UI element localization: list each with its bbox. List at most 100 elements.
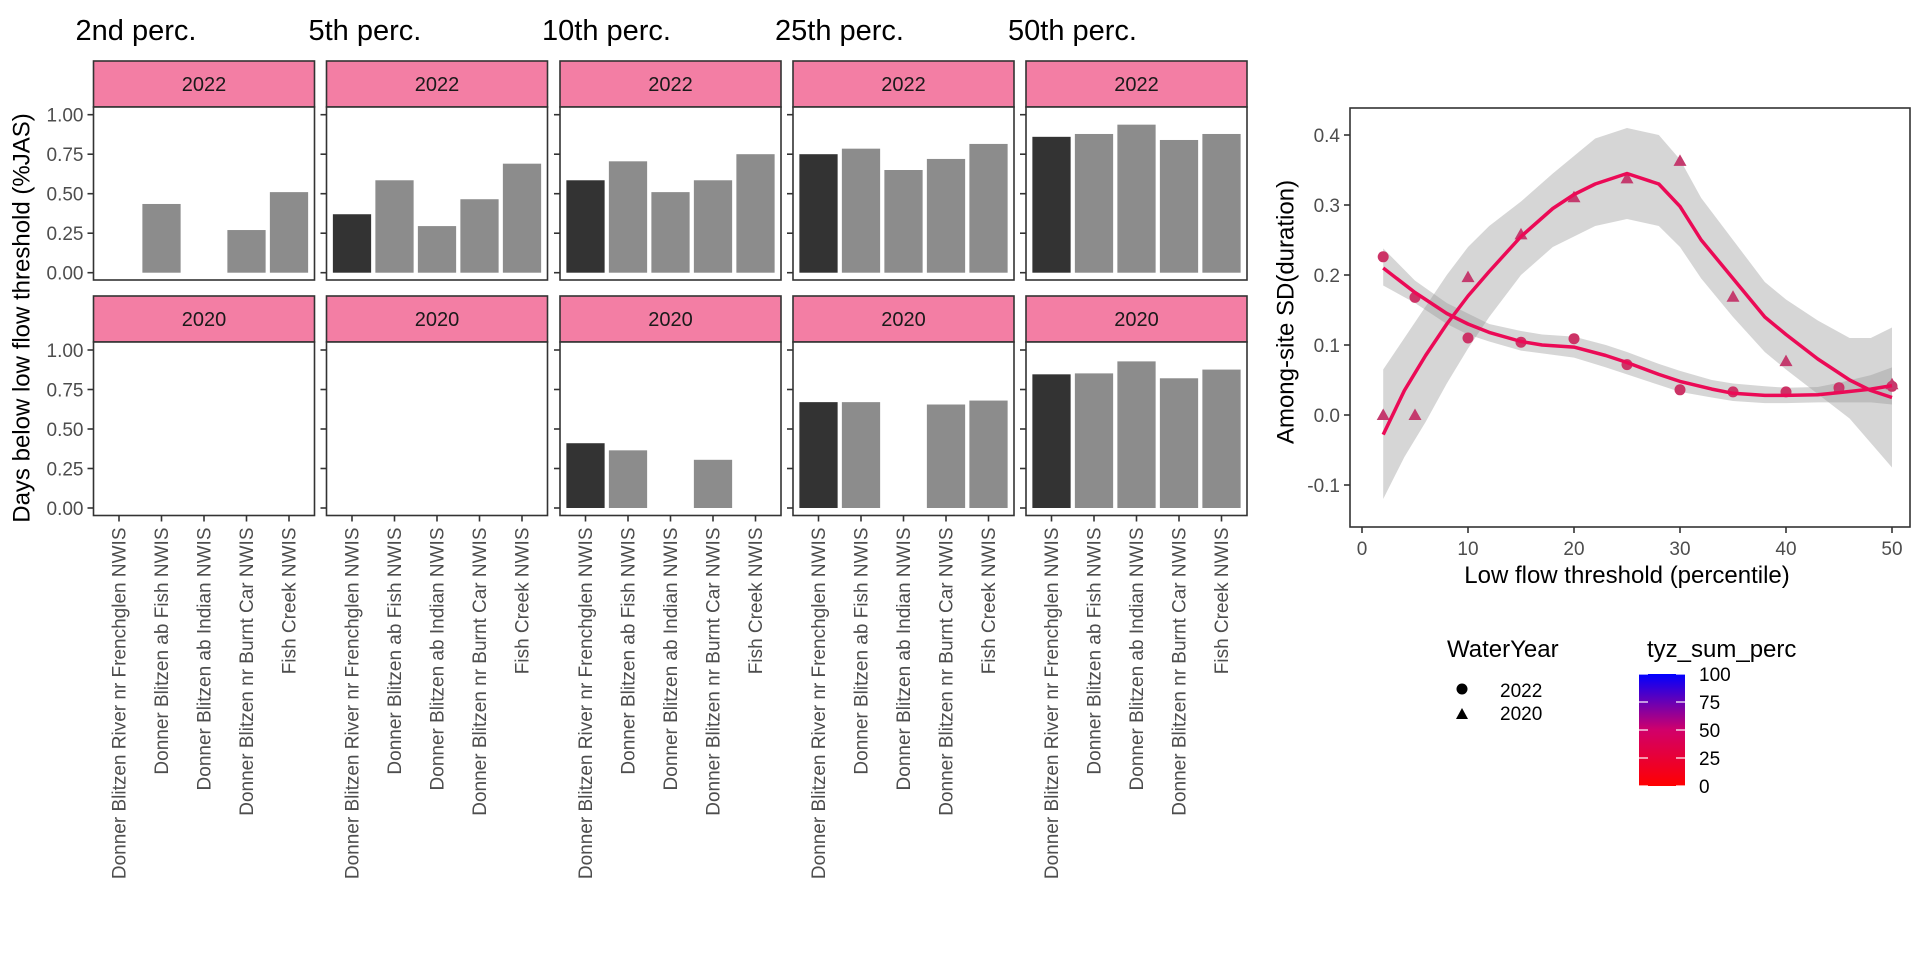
- bar: [460, 199, 499, 273]
- y-tick-label: 0.1: [1314, 336, 1340, 357]
- x-tick-label: Donner Blitzen ab Fish NWIS: [1085, 528, 1106, 775]
- facet-strip-label: 2020: [182, 309, 227, 331]
- data-point-circle: [1377, 251, 1389, 263]
- data-point-triangle: [1514, 227, 1528, 240]
- bar: [1032, 136, 1071, 273]
- x-tick-label: 30: [1669, 539, 1690, 560]
- faceted-bar-chart: 2nd perc. 2022 0.00 0.25 0.50 0.75 1.00 2020 0.0…: [47, 15, 1248, 880]
- bar: [1159, 139, 1199, 273]
- scatter-y-axis-label: Among-site SD(duration): [1273, 180, 1300, 444]
- facet-title: 10th perc.: [542, 15, 671, 47]
- facet-strip-label: 2020: [415, 309, 460, 331]
- facet-strip-label: 2020: [881, 309, 926, 331]
- x-tick-label: Donner Blitzen nr Burnt Car NWIS: [1170, 528, 1191, 816]
- bar: [926, 404, 966, 508]
- y-tick-label: -0.1: [1307, 476, 1340, 497]
- bar: [736, 154, 775, 273]
- facet-panel: 2022 0.00 0.25 0.50 0.75 1.00: [47, 60, 316, 285]
- facet-panel: 2022: [1020, 60, 1248, 281]
- bar: [799, 402, 838, 508]
- scatter-smooth-chart: 0 10 20 30 40 50 -0.1 0.0 0.1 0.2 0.3 0.4: [1307, 107, 1911, 560]
- x-tick-label: Donner Blitzen River nr Frenchglen NWIS: [343, 528, 364, 880]
- bar: [142, 203, 181, 273]
- colorbar-label: 25: [1699, 749, 1720, 770]
- facet-strip: [1025, 60, 1248, 108]
- x-tick-label: 40: [1775, 539, 1796, 560]
- data-point-triangle: [1779, 354, 1793, 367]
- colorbar-label: 100: [1699, 665, 1731, 686]
- data-point-circle: [1568, 333, 1580, 345]
- legend: WaterYear 2022 2020 tyz_sum_perc 100 75 50…: [1447, 636, 1796, 798]
- legend-circle-icon: [1456, 683, 1468, 695]
- bar: [693, 180, 733, 273]
- scatter-panel-border: [1349, 107, 1911, 528]
- bar: [417, 226, 457, 273]
- x-tick-label: Fish Creek NWIS: [513, 528, 534, 675]
- panel-background: [92, 341, 316, 517]
- x-tick-label: Donner Blitzen River nr Frenchglen NWIS: [809, 528, 830, 880]
- facet-panel: 2022: [320, 60, 549, 281]
- bar: [1032, 374, 1071, 508]
- x-tick-label: Fish Creek NWIS: [979, 528, 1000, 675]
- legend-color-title: tyz_sum_perc: [1647, 636, 1796, 663]
- data-point-triangle: [1461, 270, 1475, 283]
- confidence-ribbon-2020: [1383, 128, 1892, 499]
- data-point-circle: [1462, 332, 1474, 344]
- legend-shape-label-2022: 2022: [1500, 681, 1542, 702]
- x-tick-label: 0: [1357, 539, 1368, 560]
- bar: [693, 459, 733, 508]
- bar: [1117, 361, 1156, 508]
- x-tick-label: Donner Blitzen ab Fish NWIS: [385, 528, 406, 775]
- bar: [651, 192, 690, 273]
- x-tick-label: Donner Blitzen ab Indian NWIS: [428, 528, 449, 791]
- y-tick-label: 0.25: [47, 460, 84, 481]
- x-tick-label: Fish Creek NWIS: [746, 528, 767, 675]
- facet-strip-label: 2020: [648, 309, 693, 331]
- bar: [1202, 369, 1241, 508]
- x-tick-label: Fish Creek NWIS: [1212, 528, 1233, 675]
- bar: [884, 170, 923, 273]
- facet-strip-label: 2022: [415, 74, 460, 96]
- facet-strip: [92, 295, 316, 343]
- y-tick-label: 0.75: [47, 381, 84, 402]
- facet-strip-label: 2022: [182, 74, 227, 96]
- data-point-triangle: [1376, 408, 1390, 420]
- scatter-x-axis-label: Low flow threshold (percentile): [1464, 562, 1790, 589]
- facet-strip: [325, 60, 549, 108]
- facet-column-1: 2nd perc. 2022 0.00 0.25 0.50 0.75 1.00 2020 0.0…: [47, 15, 316, 879]
- facet-column-5: 50th perc. 2022 2020 Donner Blitzen River n…: [1008, 15, 1248, 879]
- facet-panel: 2020 0.00 0.25 0.50 0.75 1.00: [47, 295, 316, 520]
- data-point-triangle: [1673, 154, 1687, 166]
- legend-shape-label-2020: 2020: [1500, 704, 1542, 725]
- y-tick-label: 0.25: [47, 224, 84, 245]
- facet-strip: [92, 60, 316, 108]
- x-tick-label: Donner Blitzen ab Indian NWIS: [195, 528, 216, 791]
- bar: [227, 230, 266, 273]
- facet-strip: [559, 295, 782, 343]
- colorbar-label: 75: [1699, 693, 1720, 714]
- bar: [969, 400, 1008, 508]
- x-tick-label: Fish Creek NWIS: [280, 528, 301, 675]
- legend-triangle-icon: [1456, 708, 1468, 719]
- facet-strip: [792, 60, 1015, 108]
- y-tick-label: 0.3: [1314, 196, 1340, 217]
- bar: [841, 148, 881, 273]
- y-tick-label: 0.2: [1314, 266, 1340, 287]
- bar: [841, 402, 881, 508]
- bar-y-axis-label: Days below low flow threshold (%JAS): [9, 113, 36, 523]
- y-tick-label: 0.4: [1314, 126, 1341, 147]
- bar: [332, 214, 372, 273]
- bar: [608, 450, 648, 508]
- x-tick-label: Donner Blitzen ab Fish NWIS: [152, 528, 173, 775]
- y-tick-label: 0.00: [47, 264, 84, 285]
- colorbar-label: 50: [1699, 721, 1720, 742]
- bar: [969, 143, 1008, 273]
- facet-panel: 2020: [787, 295, 1015, 517]
- x-tick-label: Donner Blitzen nr Burnt Car NWIS: [704, 528, 725, 816]
- bar: [926, 158, 966, 273]
- bar: [1202, 133, 1241, 273]
- y-tick-label: 0.50: [47, 185, 84, 206]
- y-tick-label: 0.00: [47, 499, 84, 520]
- smooth-line-2020: [1381, 171, 1893, 436]
